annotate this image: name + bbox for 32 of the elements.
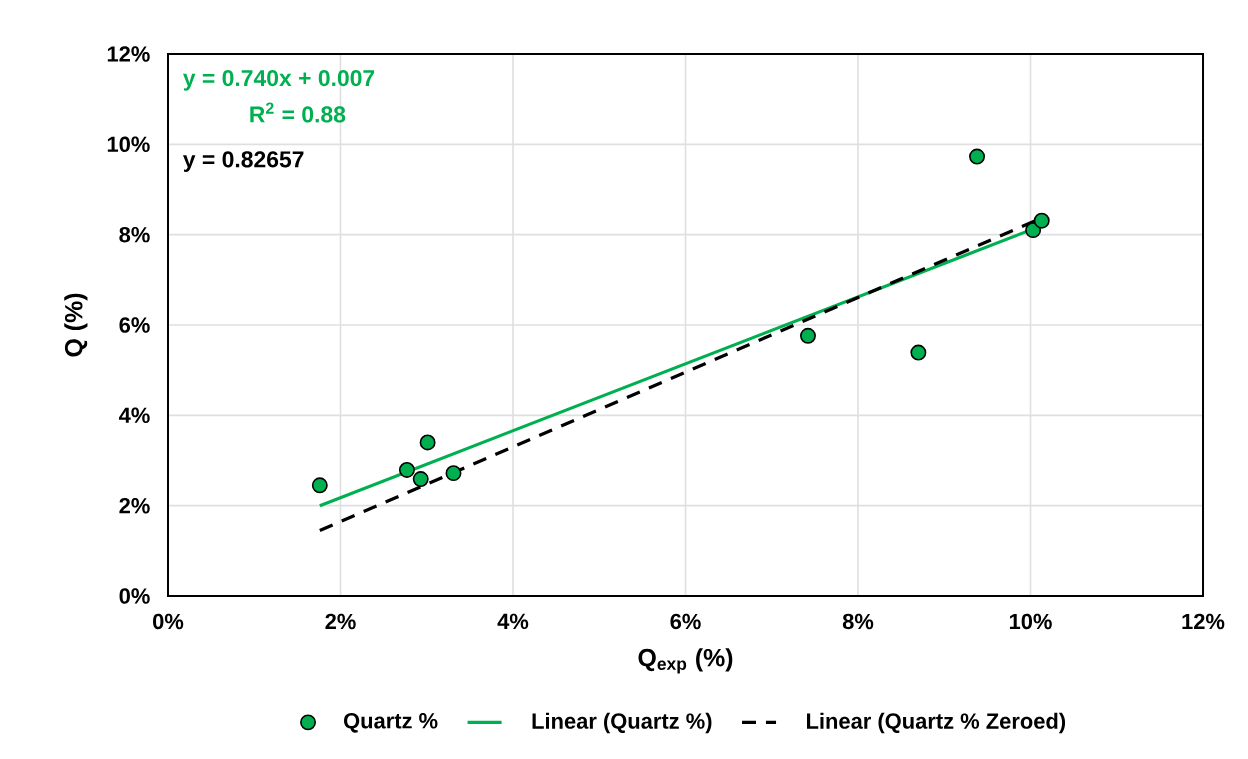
y-axis-title: Q (%) <box>64 293 88 357</box>
legend-label: Quartz % <box>344 713 438 733</box>
x-tick-label: 12% <box>1182 613 1225 630</box>
annotation: y = 0.82657 <box>182 151 304 172</box>
point <box>311 477 328 494</box>
point <box>1033 212 1050 229</box>
y-tick-label: 8% <box>119 226 150 243</box>
y-tick-label: 4% <box>119 407 150 424</box>
x-tick-label: 0% <box>153 613 184 630</box>
y-tick-label: 12% <box>107 46 150 62</box>
annotation: R$^{2}$ = 0.88 <box>250 102 346 123</box>
x-tick-label: 8% <box>842 613 874 630</box>
point <box>419 434 436 451</box>
y-tick-label: 6% <box>119 317 150 333</box>
point <box>910 344 927 361</box>
x-tick-label: 6% <box>670 613 701 630</box>
x-axis-title: Q$_{exp}$ (%) <box>638 648 733 674</box>
point <box>398 462 415 478</box>
x-tick-label: 4% <box>497 613 529 630</box>
point <box>445 465 462 482</box>
y-tick-label: 2% <box>119 497 150 514</box>
y-tick-label: 10% <box>107 136 150 153</box>
point <box>412 471 429 487</box>
annotation: y = 0.740x + 0.007 <box>182 69 375 91</box>
x-tick-label: 2% <box>325 613 356 630</box>
point <box>1025 222 1042 239</box>
legend-label: Linear (Quartz % Zeroed) <box>807 712 1066 734</box>
point <box>800 327 816 344</box>
y-tick-label: 0% <box>119 588 150 604</box>
legend-label: Linear (Quartz %) <box>532 712 712 734</box>
x-tick-label: 10% <box>1009 613 1052 630</box>
point <box>969 148 986 165</box>
